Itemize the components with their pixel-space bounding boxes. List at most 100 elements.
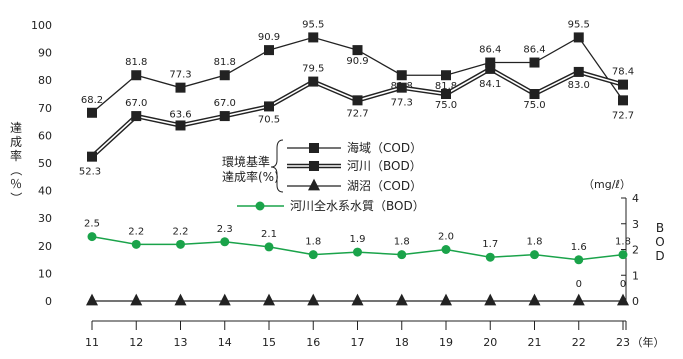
sea-point <box>175 82 186 93</box>
x-tick-label: 23 <box>616 336 630 349</box>
green-data-label: 1.8 <box>394 237 410 248</box>
river-point <box>618 79 628 90</box>
y-tick-label: 50 <box>38 157 52 170</box>
green-point <box>176 239 185 249</box>
river-point <box>396 82 407 93</box>
river-point <box>219 111 230 122</box>
river-data-label: 75.0 <box>523 100 545 111</box>
green-point <box>131 239 141 249</box>
y-tick-label: 90 <box>38 47 52 60</box>
legend-sea-label: 海域（COD） <box>347 140 422 155</box>
series-layer: 68.281.877.381.890.995.590.981.881.886.4… <box>79 19 634 306</box>
y2-tick-label: 0 <box>632 295 639 308</box>
green-data-label: 2.5 <box>84 219 100 230</box>
river-point <box>485 63 496 74</box>
green-data-label: 1.7 <box>482 239 498 250</box>
river-point <box>308 76 319 87</box>
y2-tick-label: 4 <box>632 192 639 205</box>
x-tick-label: 17 <box>351 336 365 349</box>
y-axis-title-char: （ <box>9 164 23 176</box>
legend-river-label: 河川（BOD） <box>347 159 422 173</box>
lake-data-label: 0 <box>620 279 626 290</box>
lake-point <box>130 293 143 306</box>
legend-group-label: 達成率(%) <box>222 169 279 184</box>
river-point <box>264 101 274 112</box>
sea-point <box>573 32 584 43</box>
sea-data-label: 81.8 <box>125 57 147 68</box>
y-axis-title-char: 達 <box>10 121 22 135</box>
river-point <box>131 111 142 122</box>
x-tick-label: 15 <box>262 336 276 349</box>
lake-point <box>572 293 585 306</box>
green-data-label: 1.8 <box>615 237 631 248</box>
x-tick-label: 20 <box>483 336 497 349</box>
green-data-label: 1.9 <box>350 234 366 245</box>
river-data-label: 70.5 <box>258 114 280 125</box>
green-data-label: 2.2 <box>173 226 189 237</box>
sea-data-label: 95.5 <box>302 19 324 30</box>
lake-point <box>218 293 231 306</box>
y-tick-label: 0 <box>45 295 52 308</box>
sea-point <box>219 70 230 81</box>
y-axis-title: 達成率（％） <box>9 121 23 204</box>
lake-point <box>528 293 541 306</box>
sea-point <box>441 70 451 81</box>
green-data-label: 1.8 <box>527 237 543 248</box>
river-data-label: 52.3 <box>79 167 101 178</box>
green-point <box>530 250 539 260</box>
sea-point <box>529 57 540 68</box>
x-tick-label: 13 <box>174 336 188 349</box>
legend-lake-marker <box>308 178 320 191</box>
lake-point <box>484 293 497 306</box>
sea-data-label: 95.5 <box>568 19 590 30</box>
legend-green-marker <box>255 201 265 211</box>
legend-river-marker <box>309 161 319 171</box>
green-data-label: 2.3 <box>217 224 233 235</box>
y-axis-title-char: ％ <box>10 177 22 191</box>
green-point <box>353 247 362 257</box>
y-tick-label: 40 <box>38 185 52 198</box>
lake-point <box>440 293 452 306</box>
lake-point <box>86 293 98 306</box>
green-data-label: 1.6 <box>571 242 587 253</box>
x-tick-label: 14 <box>218 336 232 349</box>
y2-tick-label: 3 <box>632 218 639 231</box>
green-point <box>397 250 407 260</box>
river-data-label: 84.1 <box>479 79 501 90</box>
legend-brace <box>270 139 284 193</box>
lake-point <box>174 293 187 306</box>
sea-point <box>618 95 628 106</box>
river-data-label: 63.6 <box>169 109 191 120</box>
lake-point <box>263 293 275 306</box>
series-0: 68.281.877.381.890.995.590.981.881.886.4… <box>81 19 634 121</box>
river-data-label: 67.0 <box>125 98 147 109</box>
sea-point <box>131 70 142 81</box>
y-axis-title-char: 率 <box>10 148 22 163</box>
y2-axis-title-char: B <box>656 221 664 235</box>
legend-green-label: 河川全水系水質（BOD） <box>290 198 425 213</box>
x-unit-label: （年） <box>632 335 665 349</box>
y2-axis-title-char: O <box>655 235 664 249</box>
green-point <box>87 232 97 242</box>
sea-data-label: 81.8 <box>214 57 236 68</box>
sea-data-label: 86.4 <box>479 45 501 56</box>
river-point <box>352 95 363 106</box>
lake-data-label: 0 <box>576 279 582 290</box>
x-tick-label: 12 <box>129 336 143 349</box>
legend-group-label: 環境基準 <box>222 154 270 169</box>
x-tick-label: 18 <box>395 336 409 349</box>
sea-point <box>308 32 319 43</box>
green-point <box>574 255 584 265</box>
river-data-label: 79.5 <box>302 64 324 75</box>
sea-data-label: 77.3 <box>169 70 191 81</box>
x-tick-label: 11 <box>85 336 99 349</box>
legend-sea-marker <box>309 143 319 153</box>
river-point <box>441 89 451 99</box>
x-tick-label: 21 <box>528 336 542 349</box>
legend-lake-label: 湖沼（COD） <box>347 178 422 193</box>
sea-point <box>485 57 496 68</box>
green-point <box>485 252 495 262</box>
green-data-label: 2.0 <box>438 232 454 243</box>
